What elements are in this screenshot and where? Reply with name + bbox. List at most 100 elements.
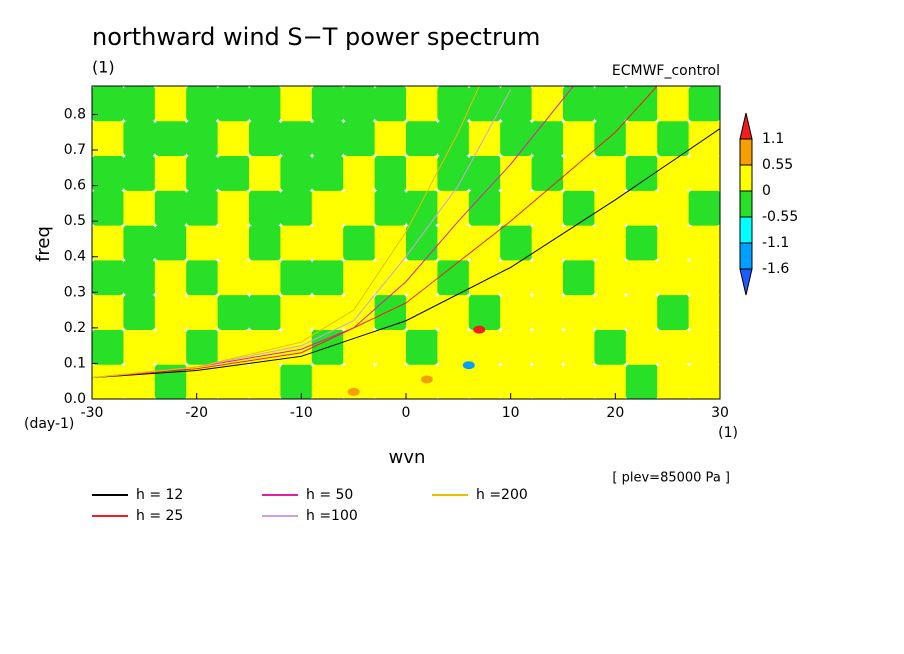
field-cell	[123, 294, 156, 330]
field-cell	[437, 120, 470, 157]
y-unit: (day-1)	[24, 416, 74, 432]
field-cell	[531, 225, 564, 261]
field-cell	[123, 120, 156, 157]
field-cell	[688, 155, 720, 191]
y-tick-label: 0.2	[64, 320, 86, 336]
field-cell	[625, 120, 658, 157]
field-cell	[92, 329, 124, 365]
field-cell	[311, 86, 344, 122]
y-axis-label: freq	[33, 226, 54, 262]
field-cell	[468, 294, 501, 330]
field-cell	[657, 190, 690, 226]
field-cell	[154, 225, 187, 261]
field-cell	[406, 225, 438, 261]
field-cell	[406, 120, 438, 157]
colorbar-label: 0.55	[762, 157, 793, 173]
field-cell	[657, 259, 690, 296]
field-cell	[123, 155, 156, 191]
field-cell	[311, 190, 344, 226]
x-unit: (1)	[718, 425, 738, 441]
field-cell	[531, 259, 564, 296]
field-cell	[217, 86, 250, 122]
field-cell	[280, 86, 313, 122]
colorbar-label: -1.6	[762, 261, 789, 277]
field-cell	[563, 86, 595, 122]
field-cell	[249, 259, 281, 296]
field-cell	[500, 155, 533, 191]
field-cell	[531, 86, 564, 122]
field-cell	[625, 329, 658, 365]
field-cell	[217, 225, 250, 261]
field-cell	[563, 225, 595, 261]
field-cell	[186, 190, 219, 226]
field-cell	[531, 120, 564, 157]
field-cell	[249, 120, 281, 157]
legend-label: h =100	[306, 508, 358, 524]
field-cell	[343, 86, 376, 122]
field-cell	[500, 294, 533, 330]
field-cell	[531, 329, 564, 365]
colorbar-segment	[739, 216, 753, 244]
field-cell	[343, 120, 376, 157]
field-cell	[123, 364, 156, 399]
field-cell	[154, 294, 187, 330]
legend-label: h = 12	[136, 487, 183, 503]
field-cell	[531, 155, 564, 191]
y-tick-label: 0.5	[64, 213, 86, 229]
field-cell	[374, 155, 407, 191]
field-cell	[531, 294, 564, 330]
field-cell	[186, 294, 219, 330]
field-cell	[594, 294, 627, 330]
field-cell	[468, 225, 501, 261]
field-cell	[249, 364, 281, 399]
field-cell	[594, 86, 627, 122]
field-cell	[657, 294, 690, 330]
colorbar-label: -1.1	[762, 235, 789, 251]
field-cell	[500, 190, 533, 226]
field-cell	[437, 259, 470, 296]
field-cell	[311, 294, 344, 330]
field-cell	[217, 120, 250, 157]
field-cell	[343, 364, 376, 399]
field-cell	[249, 155, 281, 191]
x-tick-label: 30	[711, 405, 729, 421]
field-cell	[657, 120, 690, 157]
field-cell	[280, 190, 313, 226]
field-cell	[92, 225, 124, 261]
y-tick-label: 0.3	[64, 284, 86, 300]
field-cell	[374, 225, 407, 261]
legend-label: h = 50	[306, 487, 353, 503]
field-cell	[186, 86, 219, 122]
field-cell	[688, 120, 720, 157]
field-cell	[437, 364, 470, 399]
y-tick-label: 0.4	[64, 249, 86, 265]
field-cell	[123, 190, 156, 226]
field-cell	[437, 329, 470, 365]
field-cell	[154, 259, 187, 296]
field-cell	[625, 294, 658, 330]
x-tick-label: -20	[185, 405, 208, 421]
field-cell	[249, 294, 281, 330]
field-cell	[688, 86, 720, 122]
annotation: ECMWF_control	[612, 63, 720, 79]
field-cell	[563, 329, 595, 365]
field-cell	[154, 329, 187, 365]
field-cell	[468, 329, 501, 365]
dispersion-curve	[92, 128, 720, 379]
x-axis-label: wvn	[389, 447, 426, 468]
field-cell	[594, 190, 627, 226]
field-cell	[688, 190, 720, 226]
field-cell	[594, 225, 627, 261]
field-cell	[531, 190, 564, 226]
field-cell	[406, 329, 438, 365]
field-cell	[249, 190, 281, 226]
field-cell	[563, 364, 595, 399]
x-tick-label: 10	[502, 405, 520, 421]
field-cell	[186, 329, 219, 365]
field-cell	[374, 190, 407, 226]
field-cell	[563, 190, 595, 226]
field-cell	[563, 155, 595, 191]
x-tick-label: 20	[606, 405, 624, 421]
field-cell	[123, 225, 156, 261]
y-tick-label: 0.0	[64, 391, 86, 407]
